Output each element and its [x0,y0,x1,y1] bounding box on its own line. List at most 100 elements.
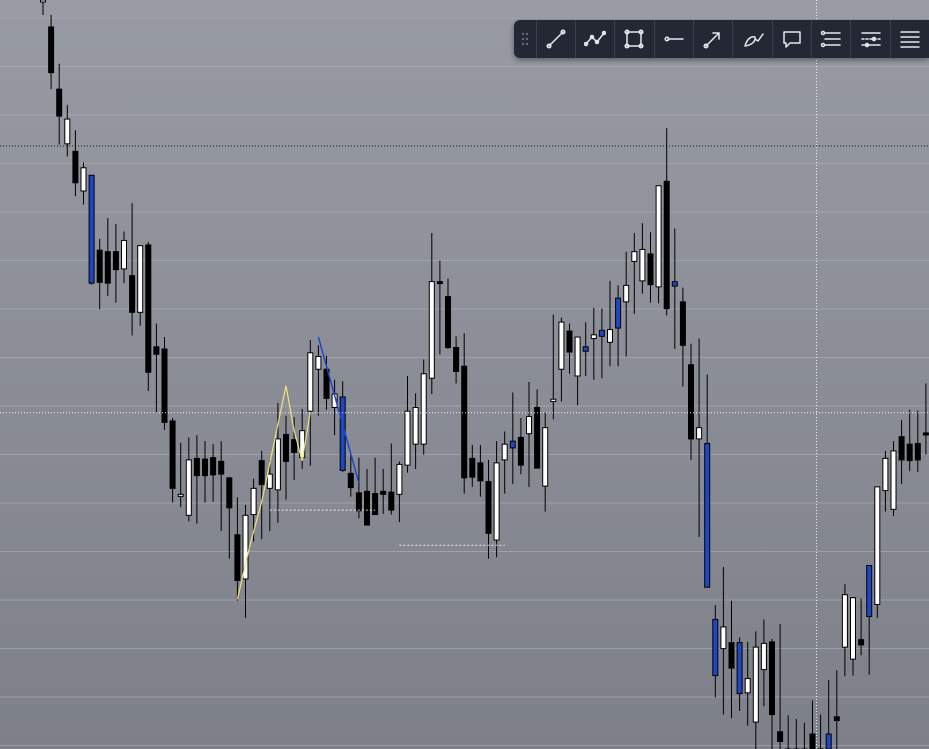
candle [436,260,443,355]
candle-body [202,458,208,477]
candle [744,641,751,726]
candle [898,420,905,484]
candle-body [704,442,711,588]
candle [112,223,119,303]
brush-button[interactable] [732,20,771,58]
zigzag-drawing[interactable] [236,385,311,600]
candle-body [258,460,265,486]
candle-body [56,88,63,117]
candle-body [396,463,403,495]
candle [64,104,71,157]
candle-body [558,321,565,370]
candle-body [850,597,856,660]
candle-body [112,251,119,271]
candle-body [404,410,411,466]
candle [688,343,694,460]
candle-body [485,481,492,534]
fib-levels-button[interactable] [811,20,850,58]
candle-body [380,490,387,495]
candle-body [841,594,848,648]
candle-body [145,244,152,373]
candle-body [372,493,379,516]
candle-body [582,346,589,352]
candle [161,337,168,430]
candle [566,323,573,374]
candle [785,715,792,749]
candle-body [809,733,816,749]
candle [639,223,646,294]
candle [72,130,79,197]
candle [88,174,95,285]
candle-body [890,450,897,510]
candle [461,333,468,494]
candle-body [615,297,622,329]
candle [291,417,298,481]
drag-grip-icon[interactable] [514,20,536,58]
candle [858,598,865,656]
candle [185,437,192,522]
candle [121,231,127,284]
candle-body [453,347,460,373]
candle [40,0,46,15]
candle-body [210,457,217,476]
candle-body [906,443,913,462]
candle [647,232,654,303]
callout-icon [783,31,801,48]
candle-body [598,329,605,337]
candle [542,412,549,512]
candle-body [129,275,136,313]
candle-body [874,486,881,605]
candle [509,392,516,484]
rectangle-button[interactable] [614,20,653,58]
candle [777,623,784,749]
candle [866,564,873,675]
candle [882,450,889,512]
candle [623,251,630,357]
candle [663,128,670,316]
candle [655,185,662,304]
candle-body [914,442,921,461]
candle-body [736,642,743,695]
trend-line-drawing[interactable] [317,336,360,484]
menu-button[interactable] [889,20,929,58]
candle-body [420,373,427,445]
candle-body [283,433,289,462]
candle [307,340,314,466]
horizontal-line-button[interactable] [653,20,693,58]
candle-body [347,472,354,489]
arrow-button[interactable] [693,20,732,58]
candle-body [428,281,435,379]
candle [145,241,152,391]
candle [283,415,289,500]
callout-button[interactable] [771,20,811,58]
candle-body [266,473,273,489]
candle-body [663,180,670,310]
candle [704,374,711,588]
candle-body [728,642,735,669]
fib-extension-button[interactable] [850,20,889,58]
candle [48,14,55,90]
candle [96,238,103,310]
zigzag-button[interactable] [574,20,614,58]
candle [671,228,678,350]
candle-body [323,368,330,399]
candle [874,486,881,618]
candle [453,336,460,384]
candle [380,468,387,514]
candle-body [688,364,694,440]
trend-line-button[interactable] [535,20,575,58]
candle-body [461,365,468,479]
candle-body [882,457,889,492]
candle-body [161,348,168,423]
candle [258,450,265,540]
candle [428,232,435,394]
candle [420,359,427,455]
candle-body [534,406,541,469]
candle-body [590,334,597,340]
candle [582,322,589,376]
candle [696,338,703,538]
candle-body [40,0,46,3]
